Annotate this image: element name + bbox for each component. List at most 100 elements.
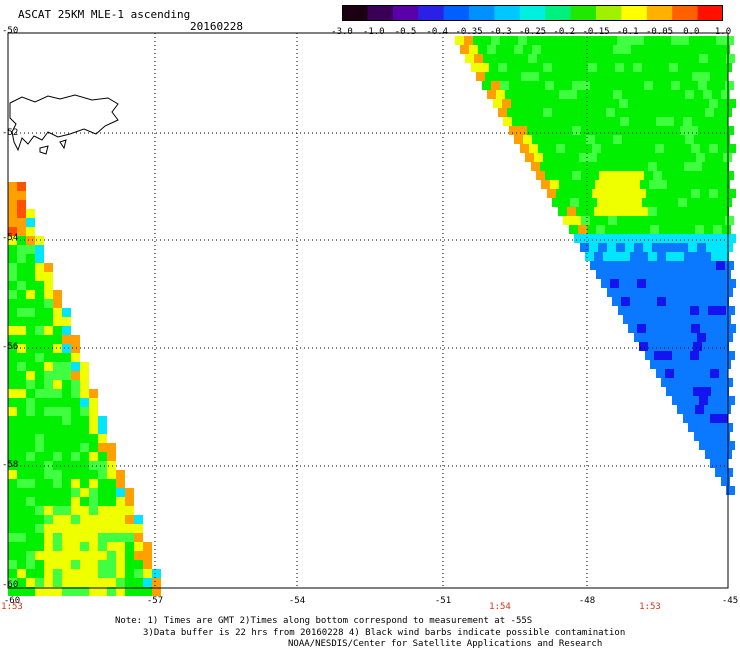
wind-cell (116, 479, 125, 488)
wind-cell (651, 63, 660, 72)
wind-cell (44, 335, 53, 344)
wind-cell (660, 198, 669, 207)
wind-cell (647, 72, 656, 81)
wind-cell (670, 288, 679, 297)
wind-cell (80, 560, 89, 569)
wind-cell (8, 335, 17, 344)
wind-cell (604, 90, 613, 99)
wind-cell (26, 371, 35, 380)
wind-cell (711, 252, 720, 261)
wind-cell (637, 324, 646, 333)
wind-cell (62, 488, 71, 497)
wind-cell (696, 198, 705, 207)
wind-cell (585, 252, 594, 261)
wind-cell (625, 288, 634, 297)
wind-cell (26, 524, 35, 533)
wind-cell (576, 207, 585, 216)
wind-cell (700, 324, 709, 333)
wind-cell (80, 506, 89, 515)
wind-cell (726, 441, 735, 450)
wind-cell (53, 506, 62, 515)
wind-cell (649, 45, 658, 54)
wind-cell (568, 135, 577, 144)
wind-cell (694, 180, 703, 189)
wind-cell (684, 252, 693, 261)
wind-cell (552, 153, 561, 162)
wind-cell (8, 209, 17, 218)
wind-cell (615, 198, 624, 207)
wind-cell (107, 488, 116, 497)
wind-cell (8, 506, 17, 515)
wind-cell (626, 81, 635, 90)
wind-cell (626, 216, 635, 225)
wind-cell (17, 254, 26, 263)
wind-cell (662, 171, 671, 180)
time-label: 1:53 (639, 602, 661, 612)
wind-cell (564, 54, 573, 63)
wind-cell (627, 306, 636, 315)
colorbar-tick-label: 1.0 (714, 27, 732, 37)
wind-cell (594, 252, 603, 261)
colorbar-tick-label: -0.3 (489, 27, 512, 37)
wind-cell (686, 360, 695, 369)
wind-cell (682, 279, 691, 288)
wind-cell (35, 506, 44, 515)
wind-cell (726, 396, 735, 405)
wind-cell (664, 99, 673, 108)
wind-cell (645, 306, 654, 315)
wind-cell (676, 135, 685, 144)
wind-cell (715, 423, 724, 432)
wind-cell (614, 270, 623, 279)
wind-cell (80, 524, 89, 533)
wind-cell (44, 380, 53, 389)
wind-cell (17, 551, 26, 560)
wind-cell (62, 380, 71, 389)
wind-cell (691, 189, 700, 198)
wind-cell (582, 54, 591, 63)
wind-cell (26, 263, 35, 272)
wind-cell (721, 135, 730, 144)
wind-cell (53, 425, 62, 434)
wind-cell (523, 135, 532, 144)
wind-cell (656, 369, 665, 378)
colorbar (342, 5, 723, 21)
wind-cell (62, 353, 71, 362)
wind-cell (534, 108, 543, 117)
wind-cell (563, 36, 572, 45)
wind-cell (658, 180, 667, 189)
wind-cell (563, 216, 572, 225)
wind-cell (658, 135, 667, 144)
wind-cell (727, 189, 736, 198)
colorbar-segment (418, 5, 445, 21)
wind-cell (567, 162, 576, 171)
wind-cell (35, 434, 44, 443)
wind-cell (8, 479, 17, 488)
wind-cell (598, 243, 607, 252)
wind-cell (89, 470, 98, 479)
wind-cell (62, 452, 71, 461)
wind-cell (706, 288, 715, 297)
wind-cell (527, 36, 536, 45)
wind-cell (677, 270, 686, 279)
wind-cell (550, 45, 559, 54)
wind-cell (530, 117, 539, 126)
wind-cell (35, 569, 44, 578)
wind-cell (555, 54, 564, 63)
wind-cell (8, 578, 17, 587)
wind-cell (610, 234, 619, 243)
wind-cell (680, 126, 689, 135)
wind-cell (53, 488, 62, 497)
wind-cell (713, 405, 722, 414)
wind-cell (584, 72, 593, 81)
wind-cell (646, 144, 655, 153)
wind-cell (17, 569, 26, 578)
wind-cell (620, 72, 629, 81)
wind-cell (8, 281, 17, 290)
wind-cell (35, 335, 44, 344)
wind-cell (616, 243, 625, 252)
wind-cell (717, 54, 726, 63)
wind-cell (62, 398, 71, 407)
wind-cell (637, 189, 646, 198)
wind-cell (53, 398, 62, 407)
wind-cell (8, 272, 17, 281)
